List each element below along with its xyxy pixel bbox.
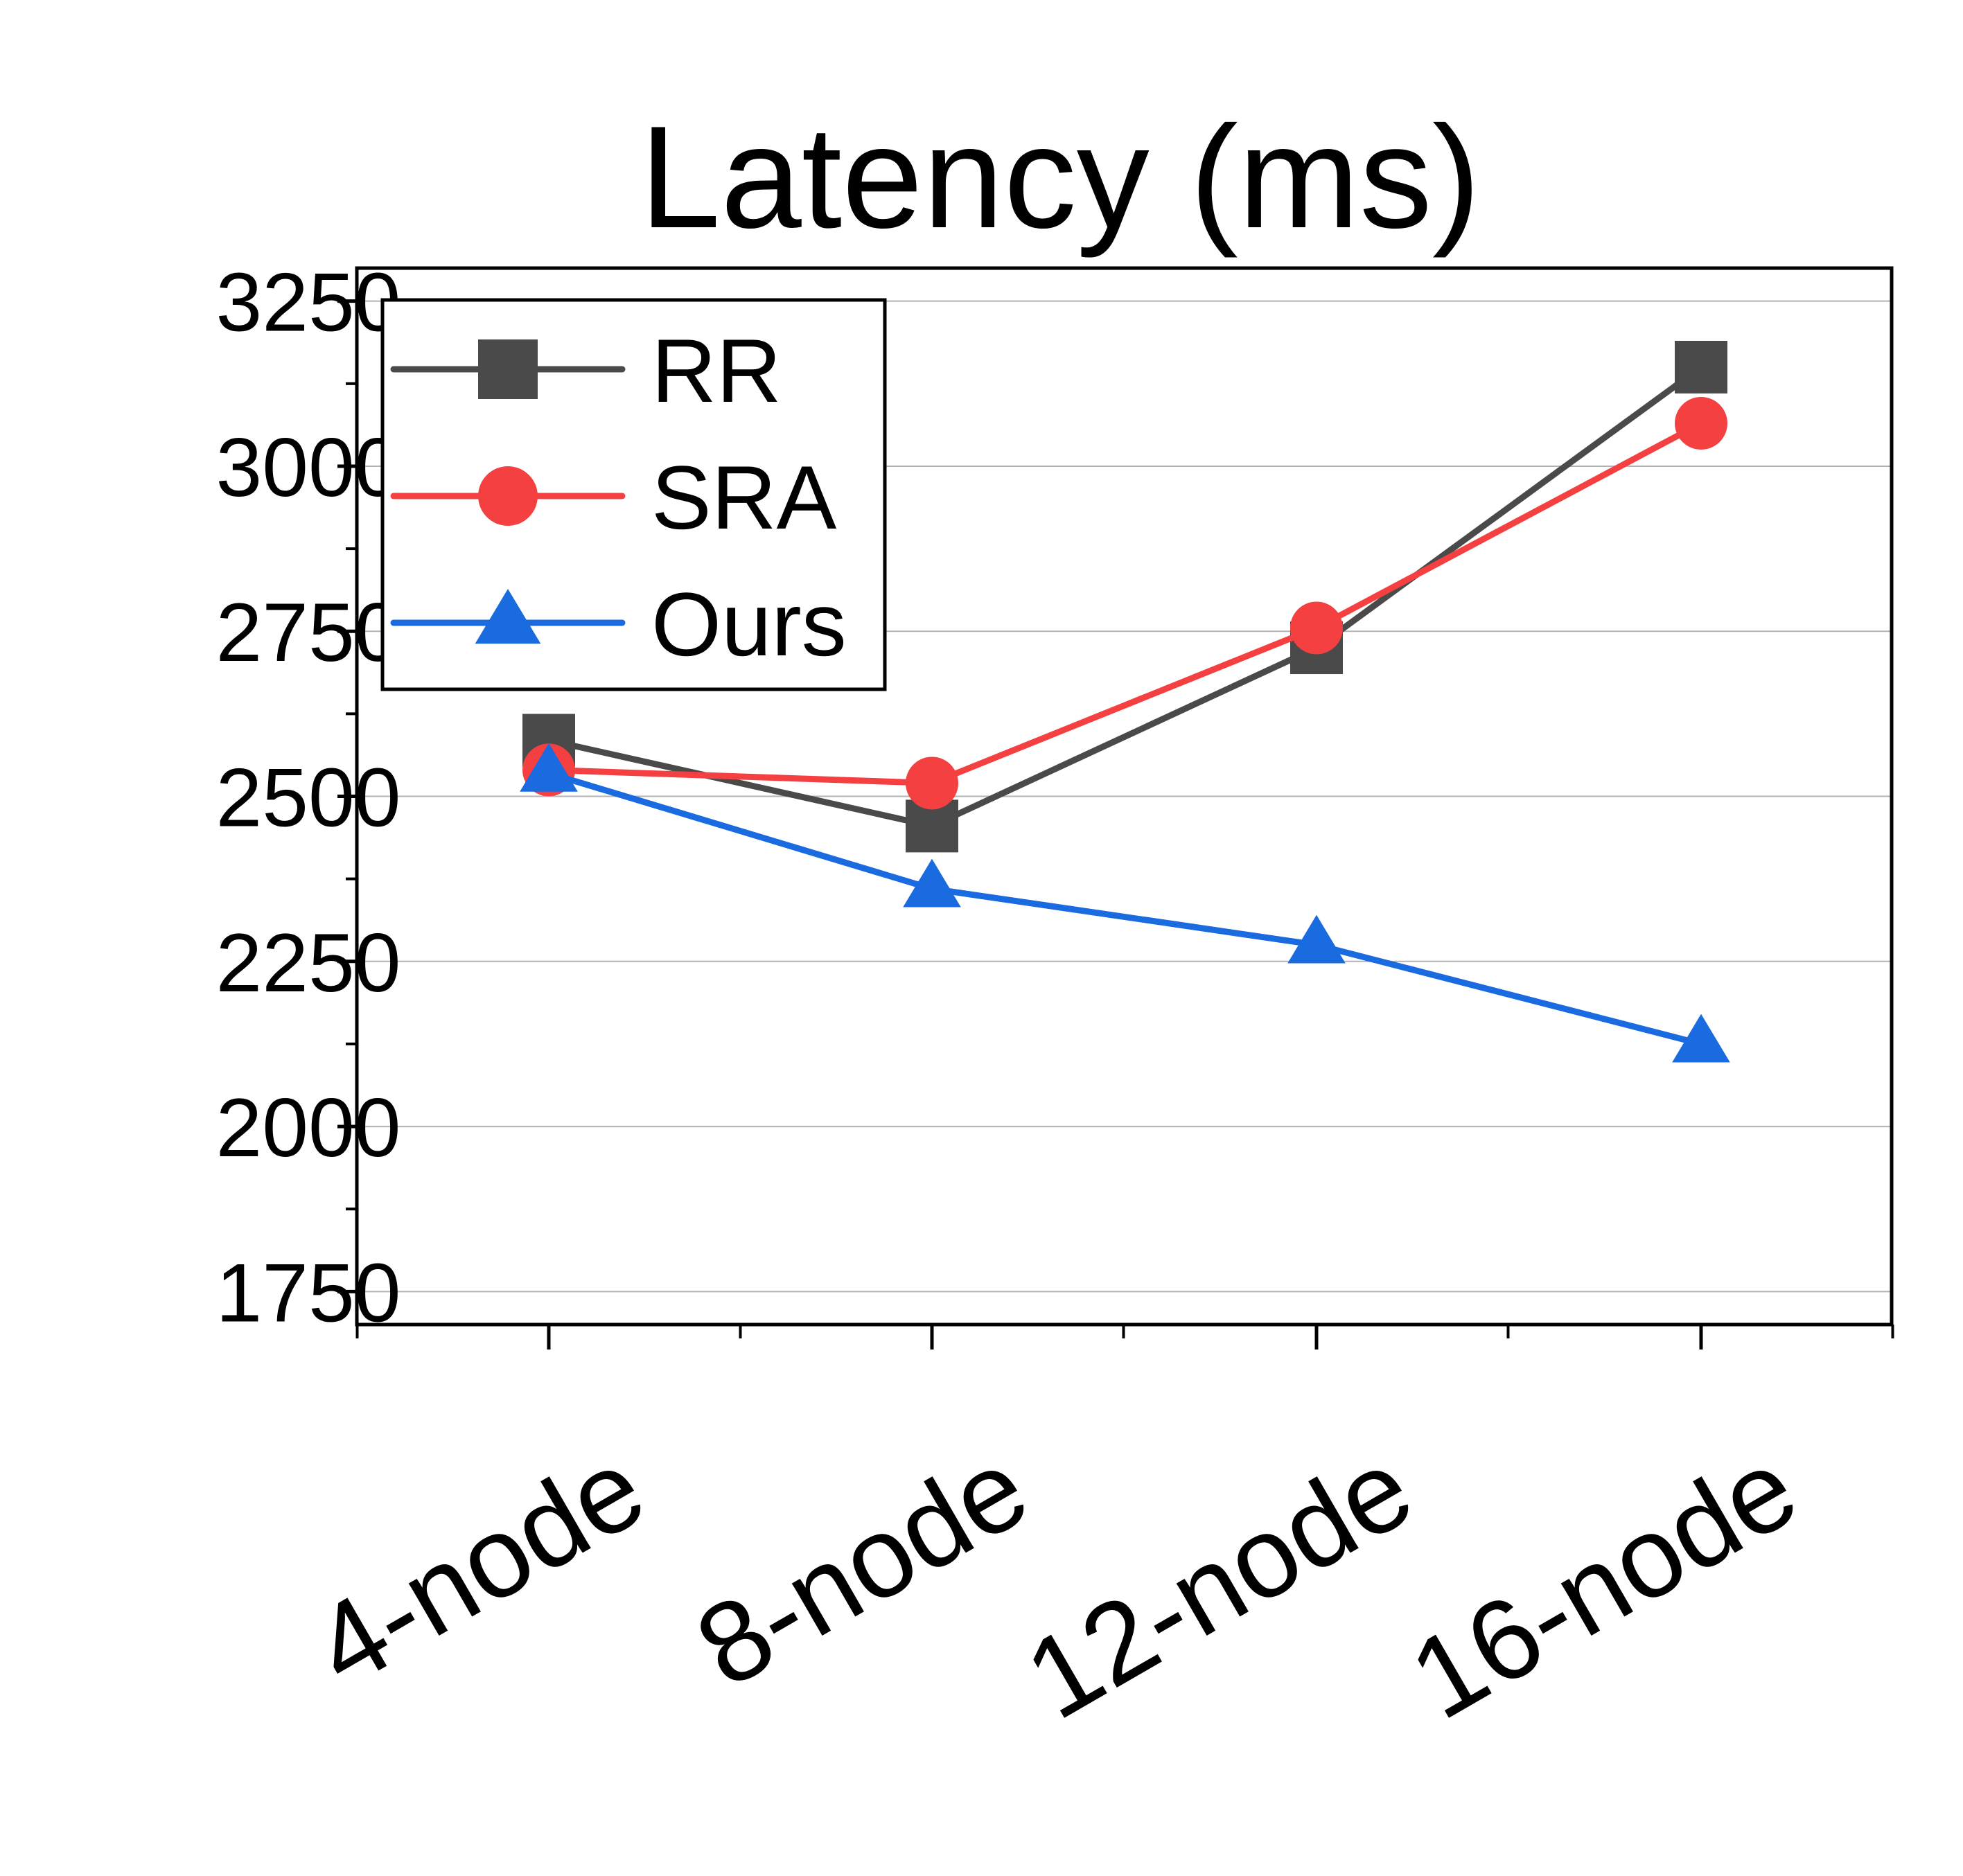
point-sra-12-node (1290, 601, 1343, 655)
point-ours-4-node (520, 743, 578, 792)
point-sra-8-node (906, 756, 958, 810)
point-sra-16-node (1675, 396, 1727, 450)
series-rr (522, 340, 1727, 853)
point-ours-8-node (903, 858, 961, 908)
legend-label-rr: RR (651, 320, 782, 421)
point-rr-16-node (1675, 340, 1727, 393)
legend-marker-sra (478, 466, 538, 526)
legend-marker-ours (475, 588, 541, 644)
x-tick-label-8-node: 8-node (676, 1423, 1048, 1711)
y-tick-label-1750: 1750 (216, 1246, 401, 1339)
x-tick-label-12-node: 12-node (1005, 1423, 1432, 1743)
legend-marker-rr (478, 339, 538, 399)
plot-series (520, 340, 1730, 1063)
y-tick-label-2250: 2250 (216, 917, 401, 1009)
chart-title: Latency (ms) (640, 96, 1481, 258)
y-tick-label-2000: 2000 (216, 1081, 401, 1174)
legend-label-ours: Ours (651, 574, 847, 675)
series-sra (522, 396, 1727, 810)
legend-label-sra: SRA (651, 447, 837, 548)
x-tick-label-4-node: 4-node (292, 1423, 664, 1711)
y-tick-label-3250: 3250 (216, 256, 401, 349)
point-ours-12-node (1287, 914, 1346, 964)
series-ours (520, 743, 1730, 1063)
series-line-sra (545, 420, 1705, 786)
point-ours-16-node (1672, 1014, 1730, 1063)
series-line-ours (545, 770, 1705, 1047)
y-tick-label-3000: 3000 (216, 421, 401, 514)
series-line-rr (545, 364, 1705, 829)
y-tick-label-2750: 2750 (216, 586, 401, 679)
y-tick-label-2500: 2500 (216, 752, 401, 844)
x-tick-label-16-node: 16-node (1390, 1423, 1817, 1743)
legend: RR SRA Ours (380, 298, 887, 691)
